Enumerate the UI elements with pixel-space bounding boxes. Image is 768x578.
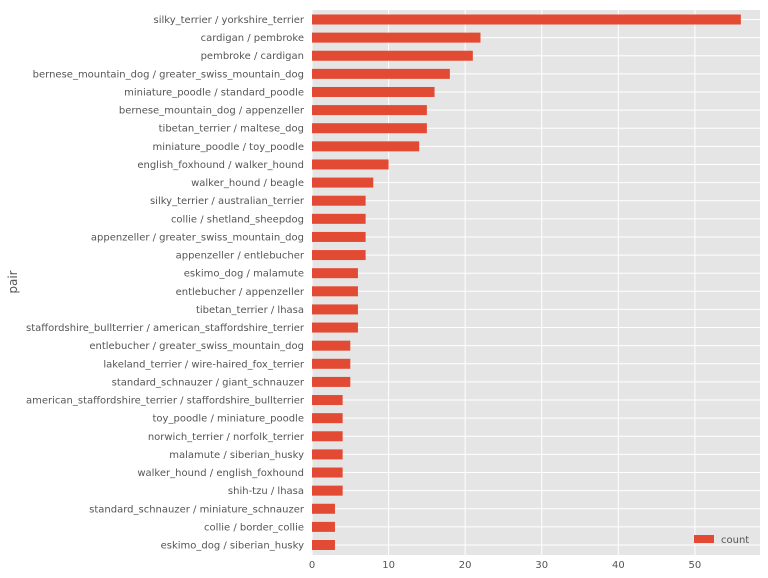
x-tick-label: 40 [612,560,625,571]
category-label: miniature_poodle / toy_poodle [153,142,304,153]
bar [312,14,741,25]
bar [312,32,481,43]
plot-area [312,10,760,555]
bar [312,322,358,333]
bar [312,485,343,496]
x-tick-label: 20 [459,560,472,571]
bar [312,540,335,550]
category-label: tibetan_terrier / lhasa [196,305,304,316]
category-label: silky_terrier / australian_terrier [150,196,305,207]
category-label: norwich_terrier / norfolk_terrier [148,432,305,443]
category-label: walker_hound / beagle [191,178,304,189]
x-tick-label: 50 [689,560,702,571]
legend: count [694,535,749,546]
bar [312,86,435,97]
bar [312,268,358,279]
bar [312,159,389,170]
x-tick-label: 10 [382,560,395,571]
category-labels: silky_terrier / yorkshire_terriercardiga… [26,15,305,552]
bar [312,141,420,152]
category-label: pembroke / cardigan [201,51,304,62]
x-tick-labels: 0 10 20 30 40 50 [309,560,701,571]
x-tick-label: 0 [309,560,315,571]
bar [312,213,366,224]
bar [312,250,366,261]
category-label: miniature_poodle / standard_poodle [124,87,304,98]
bar [312,123,427,134]
category-label: bernese_mountain_dog / greater_swiss_mou… [33,69,304,80]
category-label: collie / shetland_sheepdog [171,214,304,225]
category-label: entlebucher / appenzeller [176,287,305,298]
bar [312,449,343,460]
bar [312,431,343,442]
category-label: appenzeller / entlebucher [176,251,305,262]
category-label: tibetan_terrier / maltese_dog [159,124,304,135]
category-label: standard_schnauzer / miniature_schnauzer [89,504,305,515]
bar [312,68,450,79]
bar [312,467,343,478]
category-label: bernese_mountain_dog / appenzeller [119,106,305,117]
x-tick-label: 30 [535,560,548,571]
category-label: staffordshire_bullterrier / american_sta… [26,323,305,334]
legend-swatch [694,535,714,543]
bar [312,521,335,532]
category-label: american_staffordshire_terrier / staffor… [26,396,305,407]
bar [312,395,343,406]
bar [312,358,351,369]
bar [312,413,343,424]
category-label: eskimo_dog / malamute [184,269,304,280]
bar [312,304,358,315]
category-label: appenzeller / greater_swiss_mountain_dog [91,232,304,243]
bar [312,376,351,387]
category-label: cardigan / pembroke [201,33,304,44]
bar [312,231,366,242]
category-label: malamute / siberian_husky [169,450,304,461]
bar [312,340,351,351]
category-label: standard_schnauzer / giant_schnauzer [112,377,305,388]
category-label: shih-tzu / lhasa [228,486,304,497]
bar [312,503,335,514]
category-label: lakeland_terrier / wire-haired_fox_terri… [103,359,305,370]
category-label: collie / border_collie [204,522,304,533]
legend-label: count [721,535,749,546]
bar [312,195,366,206]
y-axis-label: pair [6,270,20,293]
category-label: toy_poodle / miniature_poodle [153,414,304,425]
bar [312,177,374,188]
bar [312,286,358,297]
category-label: entlebucher / greater_swiss_mountain_dog [89,341,304,352]
category-label: silky_terrier / yorkshire_terrier [154,15,305,26]
bars [312,14,741,550]
category-label: eskimo_dog / siberian_husky [161,541,304,552]
category-label: english_foxhound / walker_hound [137,160,304,171]
bar [312,50,473,61]
category-label: walker_hound / english_foxhound [137,468,304,479]
bar [312,105,427,116]
